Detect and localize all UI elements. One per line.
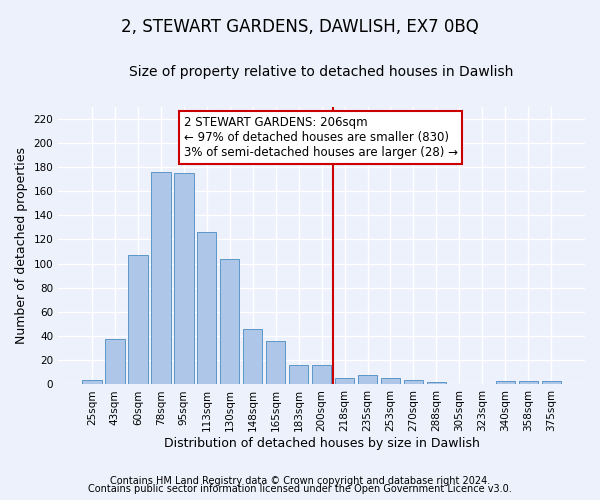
Bar [312, 365, 331, 384]
Bar [404, 380, 423, 384]
Bar [243, 329, 262, 384]
Bar [358, 375, 377, 384]
Bar [197, 232, 217, 384]
Bar [266, 341, 286, 384]
Bar [289, 365, 308, 384]
Y-axis label: Number of detached properties: Number of detached properties [15, 147, 28, 344]
Bar [542, 381, 561, 384]
Bar [518, 381, 538, 384]
X-axis label: Distribution of detached houses by size in Dawlish: Distribution of detached houses by size … [164, 437, 479, 450]
Bar [496, 381, 515, 384]
Bar [381, 378, 400, 384]
Text: Contains HM Land Registry data © Crown copyright and database right 2024.: Contains HM Land Registry data © Crown c… [110, 476, 490, 486]
Bar [220, 259, 239, 384]
Bar [427, 382, 446, 384]
Text: 2, STEWART GARDENS, DAWLISH, EX7 0BQ: 2, STEWART GARDENS, DAWLISH, EX7 0BQ [121, 18, 479, 36]
Bar [128, 255, 148, 384]
Bar [105, 338, 125, 384]
Title: Size of property relative to detached houses in Dawlish: Size of property relative to detached ho… [130, 65, 514, 79]
Bar [335, 378, 355, 384]
Text: Contains public sector information licensed under the Open Government Licence v3: Contains public sector information licen… [88, 484, 512, 494]
Bar [151, 172, 170, 384]
Bar [174, 173, 194, 384]
Bar [82, 380, 101, 384]
Text: 2 STEWART GARDENS: 206sqm
← 97% of detached houses are smaller (830)
3% of semi-: 2 STEWART GARDENS: 206sqm ← 97% of detac… [184, 116, 458, 159]
